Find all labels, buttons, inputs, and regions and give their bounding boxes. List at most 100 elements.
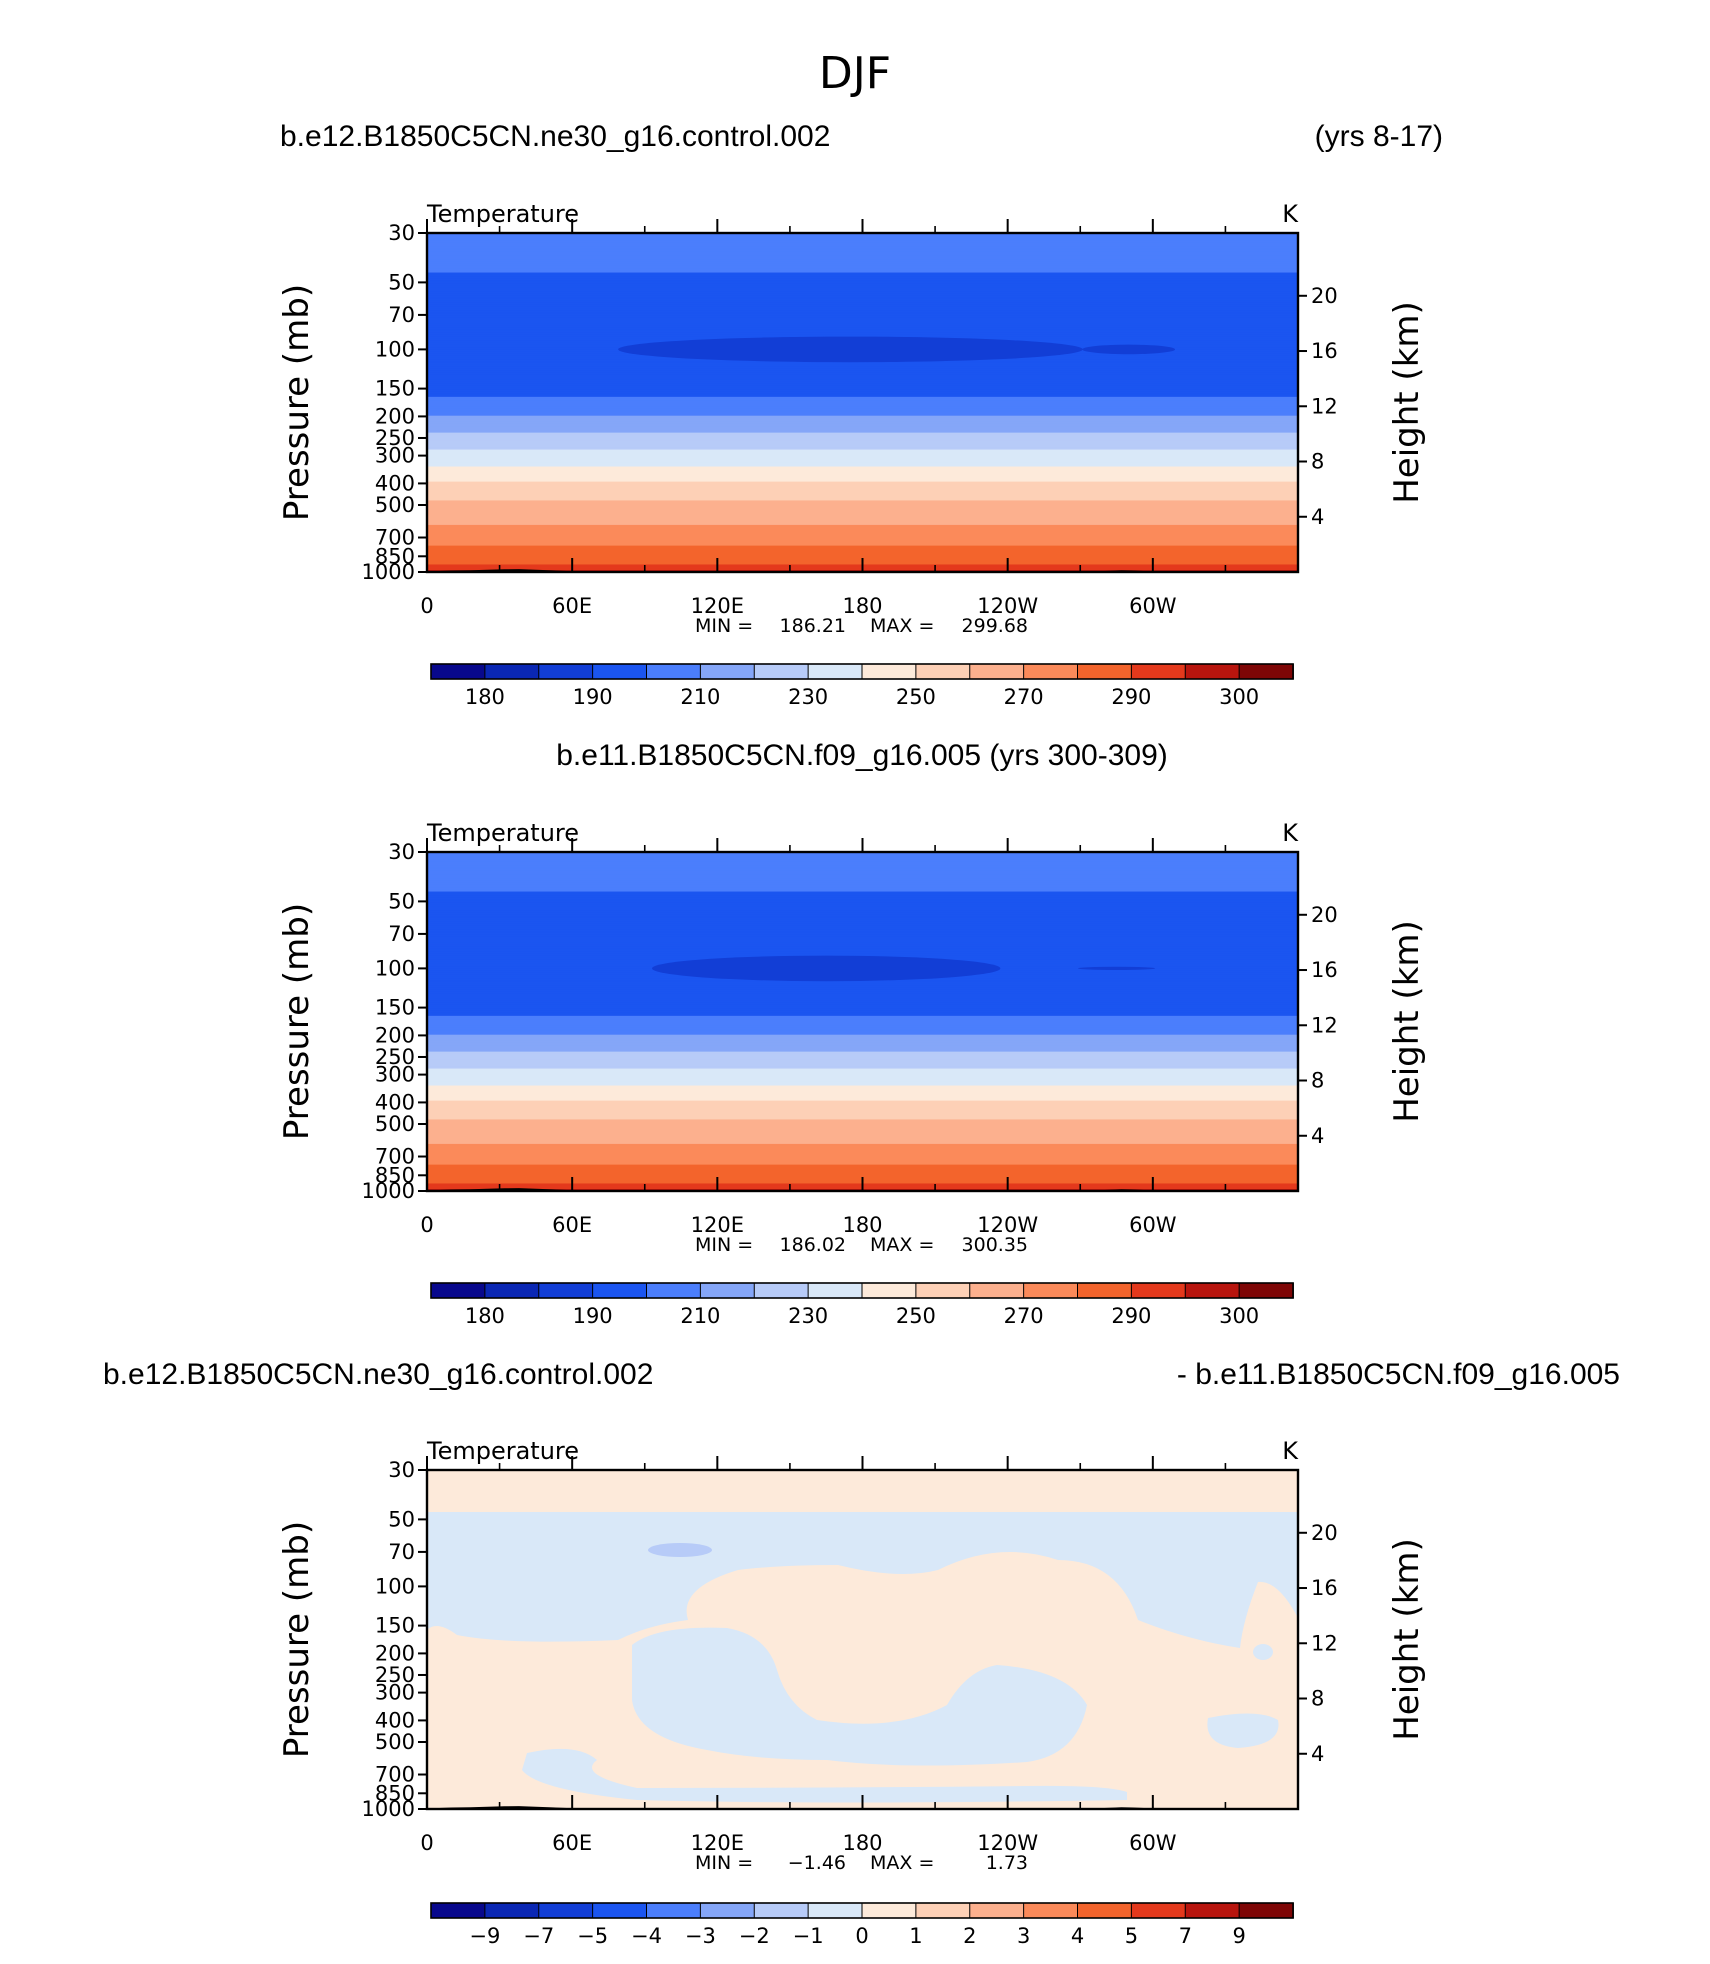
- contour-band: [427, 475, 1298, 479]
- panel-3: Temperature K3050701001502002503004005007…: [103, 1358, 1620, 1948]
- pressure-tick-label: 300: [375, 444, 415, 468]
- case-title-right: - b.e11.B1850C5CN.f09_g16.005: [1177, 1358, 1620, 1391]
- colorbar-label: −5: [577, 1924, 608, 1948]
- contour-band: [427, 378, 1298, 381]
- contour-band: [427, 897, 1298, 900]
- contour-band: [427, 278, 1298, 281]
- colorbar-label: 190: [573, 685, 613, 709]
- contour-band-negative: [632, 1627, 1087, 1766]
- contour-band: [427, 1025, 1298, 1028]
- contour-band: [427, 895, 1298, 898]
- contour-band: [427, 372, 1298, 375]
- contour-band: [427, 1081, 1298, 1085]
- contour-band: [427, 462, 1298, 466]
- height-tick-label: 12: [1311, 394, 1338, 418]
- colorbar-box: [807, 1282, 863, 1299]
- colorbar-box: [592, 663, 648, 680]
- contour-band: [427, 1136, 1298, 1139]
- colorbar-box: [1077, 1902, 1133, 1919]
- contour-band: [427, 1121, 1298, 1124]
- contour-band: [427, 509, 1298, 513]
- contour-band: [427, 498, 1298, 502]
- contour-band: [427, 249, 1298, 253]
- colorbar-box: [484, 1282, 540, 1299]
- contour-band: [427, 411, 1298, 415]
- colorbar-box: [861, 663, 917, 680]
- contour-band: [427, 449, 1298, 453]
- contour-band: [427, 1113, 1298, 1117]
- height-tick-label: 4: [1311, 505, 1324, 529]
- contour-band: [427, 1157, 1298, 1160]
- contour-band: [427, 893, 1298, 896]
- pressure-tick-label: 100: [375, 337, 415, 361]
- variable-label: Temperature: [426, 1437, 579, 1465]
- lon-tick-label: 120E: [691, 1213, 744, 1237]
- contour-band: [427, 523, 1298, 526]
- contour-band: [427, 1000, 1298, 1004]
- colorbar-label: 210: [680, 1304, 720, 1328]
- pressure-tick-label: 700: [375, 526, 415, 550]
- colorbar-box: [538, 1282, 594, 1299]
- contour-band: [427, 934, 1298, 938]
- contour-band: [427, 857, 1298, 861]
- contour-band: [427, 1061, 1298, 1064]
- contour-band: [427, 1021, 1298, 1024]
- cold-core-contour: [1077, 966, 1156, 970]
- panel-2: Temperature K3050701001502002503004005007…: [277, 739, 1427, 1328]
- contour-band: [427, 474, 1298, 477]
- colorbar-box: [807, 1902, 863, 1919]
- cold-core-contour: [618, 336, 1083, 363]
- contour-band: [427, 545, 1298, 549]
- min-label: MIN =: [695, 615, 753, 637]
- contour-band: [427, 1038, 1298, 1041]
- contour-band: [427, 1076, 1298, 1079]
- contour-band: [427, 310, 1298, 313]
- contour-band-negative: [427, 1512, 1298, 1648]
- variable-label: Temperature: [426, 819, 579, 847]
- contour-band: [427, 539, 1298, 543]
- min-value: 186.02: [780, 1234, 846, 1256]
- colorbar-box: [753, 1282, 810, 1299]
- colorbar-box: [646, 1282, 702, 1299]
- contour-band-negative: [648, 1543, 712, 1557]
- pressure-tick-label: 1000: [362, 1797, 415, 1821]
- contour-band: [427, 1017, 1298, 1021]
- contour-band: [427, 1142, 1298, 1145]
- min-value: −1.46: [788, 1852, 846, 1874]
- contour-band: [427, 425, 1298, 428]
- lon-tick-label: 120W: [977, 1213, 1038, 1237]
- contour-band: [427, 370, 1298, 373]
- colorbar-label: 180: [465, 685, 505, 709]
- contour-band: [427, 255, 1298, 259]
- contour-band: [427, 946, 1298, 949]
- colorbar-box: [753, 663, 810, 680]
- contour-band: [427, 1094, 1298, 1098]
- contour-band: [427, 987, 1298, 991]
- contour-band: [427, 455, 1298, 458]
- contour-band: [427, 1125, 1298, 1128]
- contour-band: [427, 238, 1298, 242]
- main-title: DJF: [819, 48, 891, 99]
- contour-band: [427, 398, 1298, 402]
- contour-band: [427, 387, 1298, 390]
- contour-band: [427, 1166, 1298, 1169]
- pressure-tick-label: 30: [388, 221, 415, 245]
- contour-band: [427, 1070, 1298, 1073]
- contour-band: [427, 1104, 1298, 1107]
- contour-band: [427, 500, 1298, 503]
- colorbar-box: [592, 1282, 648, 1299]
- case-title-right: (yrs 8-17): [1315, 120, 1443, 153]
- colorbar-label: 300: [1219, 1304, 1259, 1328]
- pressure-tick-label: 150: [375, 377, 415, 401]
- contour-band: [427, 914, 1298, 917]
- variable-label: Temperature: [426, 200, 579, 228]
- colorbar-label: 3: [1017, 1924, 1030, 1948]
- contour-band: [427, 989, 1298, 992]
- contour-band: [427, 265, 1298, 268]
- contour-band: [427, 931, 1298, 934]
- contour-band: [427, 468, 1298, 471]
- colorbar-label: −9: [469, 1924, 500, 1948]
- contour-band: [427, 1036, 1298, 1040]
- contour-band: [427, 1042, 1298, 1045]
- colorbar-box: [915, 663, 971, 680]
